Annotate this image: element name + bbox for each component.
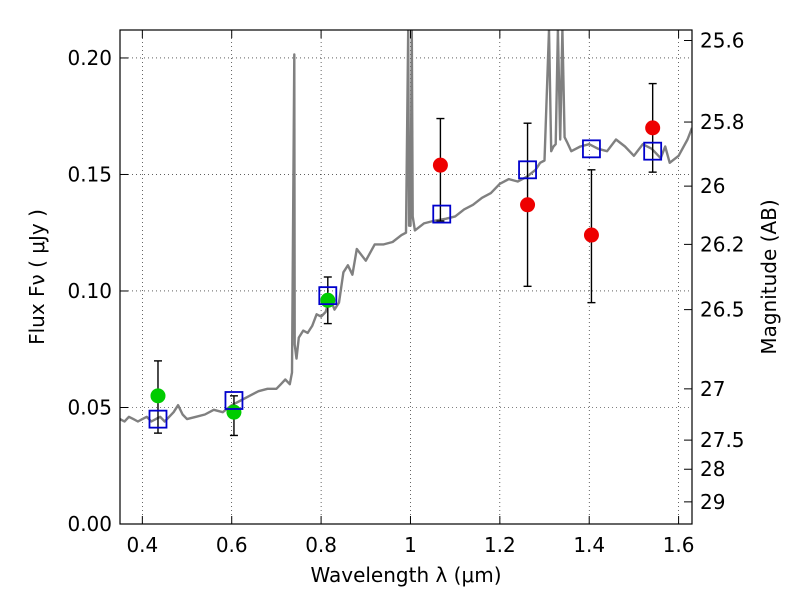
axis-ticks: 0.4 0.6 0.8 1 1.2 1.4 1.6 0.00 0.05 0.10 0.15 0.20 2…	[67, 28, 744, 557]
data-point	[520, 197, 536, 213]
y2-tick-label: 25.8	[700, 110, 745, 134]
model-square-marker	[224, 391, 244, 410]
model-square-marker	[582, 139, 601, 159]
plot-frame	[119, 29, 693, 525]
y2-tick-label: 26.5	[700, 298, 745, 322]
x-tick-label: 1.6	[663, 533, 695, 557]
x-tick-label: 1.2	[484, 533, 516, 557]
y-tick-label: 0.10	[67, 279, 112, 303]
model-square-marker	[148, 409, 168, 429]
y2-tick-label: 27.5	[700, 428, 745, 452]
y2-axis-label: Magnitude (AB)	[757, 199, 781, 354]
x-tick-label: 0.8	[305, 533, 337, 557]
model-square-marker	[318, 286, 338, 306]
x-tick-label: 0.6	[216, 533, 248, 557]
y2-tick-label: 28	[700, 457, 725, 481]
data-point	[226, 404, 242, 420]
y2-tick-label: 25.6	[700, 28, 745, 52]
x-axis-label: Wavelength λ (μm)	[310, 563, 501, 587]
spectrum-line	[120, 30, 692, 423]
data-point	[583, 227, 599, 243]
y-tick-label: 0.20	[67, 46, 112, 70]
y2-tick-label: 29	[700, 490, 725, 514]
y-tick-label: 0.00	[67, 512, 112, 536]
y2-tick-label: 26	[700, 174, 725, 198]
model-square-marker	[643, 141, 663, 161]
model-square-marker	[518, 160, 537, 180]
plot-area	[120, 30, 692, 437]
y2-tick-label: 27	[700, 377, 725, 401]
x-tick-label: 1	[404, 533, 417, 557]
data-point	[150, 388, 166, 404]
data-point	[432, 157, 448, 173]
x-tick-label: 0.4	[126, 533, 158, 557]
data-point	[645, 120, 661, 136]
y-axis-label: Flux Fν ( μJy )	[25, 209, 49, 345]
y-tick-label: 0.05	[67, 395, 112, 419]
x-tick-label: 1.4	[573, 533, 605, 557]
model-square-marker	[432, 204, 452, 224]
data-point	[320, 292, 336, 308]
y-tick-label: 0.15	[67, 162, 112, 186]
y2-tick-label: 26.2	[700, 232, 745, 256]
